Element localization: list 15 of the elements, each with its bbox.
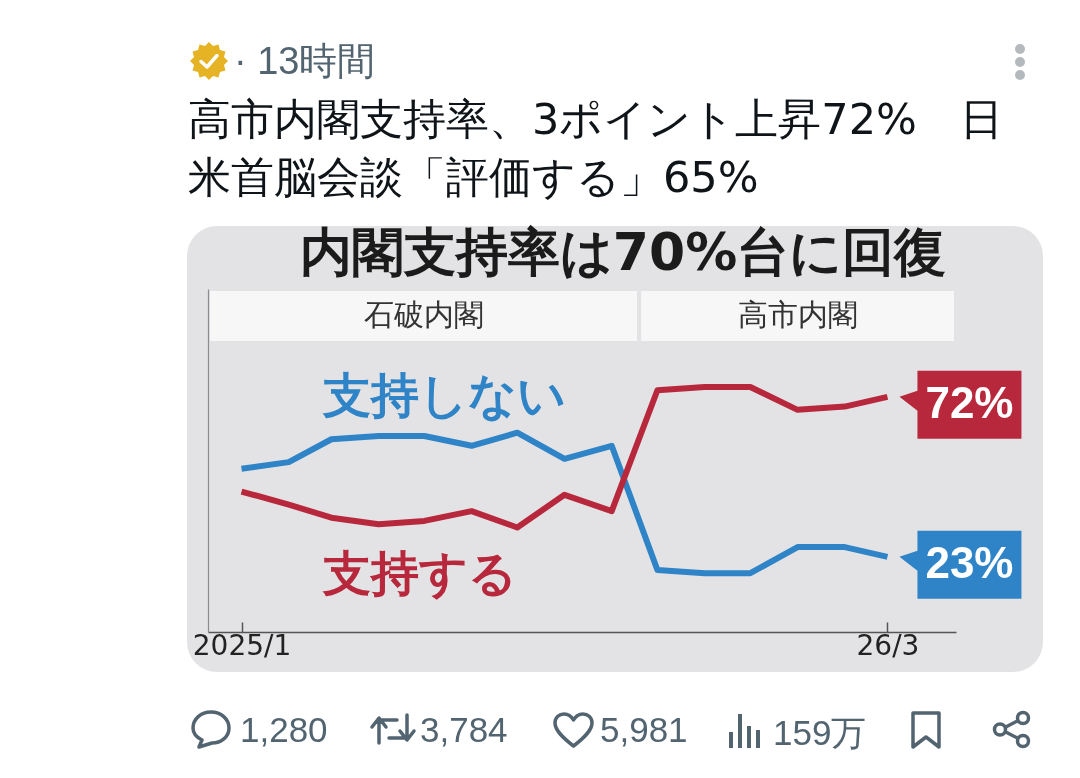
text: · 13時間 [234,39,376,84]
data-label: 23% [925,537,1014,587]
band-label: 高市内閣 [737,297,858,332]
series-label: 支持する [322,544,518,601]
x-tick-label: 26/3 [856,628,920,662]
text: 1,280 [240,710,328,750]
text: 高市内閣支持率、3ポイント上昇72% 日米首脳会談「評価する」65% [188,93,1004,204]
band-label: 石破内閣 [363,297,484,332]
series-label: 支持しない [322,367,567,424]
text: 3,784 [420,710,508,750]
text: 5,981 [600,710,688,750]
chart-title: 内閣支持率は70%台に回復 [299,222,947,282]
data-label: 72% [925,377,1014,427]
x-tick-label: 2025/1 [192,628,292,662]
text: 159万 [773,712,867,754]
